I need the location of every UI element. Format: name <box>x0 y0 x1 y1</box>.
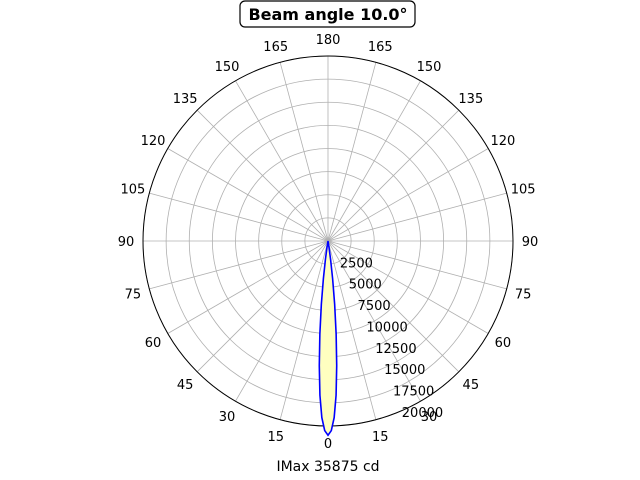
angular-grid-line <box>279 240 329 420</box>
radial-tick-label: 15000 <box>384 363 425 378</box>
angle-tick-labels: 0 15 30 45 60 75 90 105 120 135 150 165 180 165 150 135… <box>118 33 539 452</box>
angle-tick-label: 150 <box>215 60 240 75</box>
angle-tick-label: 75 <box>515 287 532 302</box>
angle-tick-label: 165 <box>263 40 288 55</box>
angle-tick-label: 45 <box>177 378 194 393</box>
angular-grid-line <box>167 240 329 334</box>
angle-tick-label: 105 <box>120 183 145 198</box>
radial-tick-label: 12500 <box>375 342 416 357</box>
angular-grid-line <box>327 80 421 242</box>
angle-tick-label: 165 <box>368 40 393 55</box>
angular-grid-line <box>235 80 329 242</box>
angle-tick-label: 30 <box>219 410 236 425</box>
angle-tick-label: 15 <box>372 430 389 445</box>
angle-tick-label: 105 <box>511 183 536 198</box>
angle-tick-label: 60 <box>495 336 512 351</box>
angular-grid-line <box>196 109 329 242</box>
plot-area <box>318 240 338 437</box>
radial-tick-label: 5000 <box>349 278 382 293</box>
angular-grid-line <box>327 109 460 242</box>
angular-grid-line <box>149 192 329 242</box>
angle-tick-label: 15 <box>267 430 284 445</box>
angular-grid-line <box>327 240 377 420</box>
angle-tick-label: 120 <box>491 134 516 149</box>
angular-grid-line <box>327 240 460 373</box>
angular-grid-line <box>149 240 329 290</box>
angle-tick-label: 180 <box>316 33 341 48</box>
radial-tick-label: 10000 <box>366 320 407 335</box>
radial-tick-label: 20000 <box>402 406 443 421</box>
x-axis-label: IMax 35875 cd <box>276 459 379 475</box>
angle-tick-label: 135 <box>458 92 483 107</box>
angular-grid-line <box>327 240 421 402</box>
title-box: Beam angle 10.0° <box>239 0 416 28</box>
radial-tick-label: 17500 <box>393 385 434 400</box>
angular-grid-line <box>327 148 489 242</box>
angular-grid-line <box>327 240 507 290</box>
angle-tick-label: 90 <box>522 235 539 250</box>
chart-title: Beam angle 10.0° <box>248 5 407 24</box>
beam-curve <box>318 240 338 437</box>
angular-grid-line <box>327 62 377 242</box>
beam-fill <box>319 241 337 436</box>
angle-tick-label: 60 <box>145 336 162 351</box>
angle-tick-label: 120 <box>141 134 166 149</box>
angle-tick-label: 90 <box>118 235 135 250</box>
angular-grid-line <box>235 240 329 402</box>
angle-tick-label: 135 <box>173 92 198 107</box>
angle-tick-label: 150 <box>417 60 442 75</box>
angle-tick-label: 0 <box>324 437 332 452</box>
angular-grid-line <box>327 240 489 334</box>
angular-grid-line <box>167 148 329 242</box>
angle-tick-label: 30 <box>421 410 438 425</box>
radial-tick-labels: 2500 5000 7500 10000 12500 15000 17500 20000 <box>340 256 443 421</box>
radial-tick-label: 2500 <box>340 256 373 271</box>
angular-grid-line <box>327 192 507 242</box>
angular-grid-line <box>196 240 329 373</box>
angle-tick-label: 45 <box>463 378 480 393</box>
angle-tick-label: 75 <box>125 287 142 302</box>
radial-tick-label: 7500 <box>358 299 391 314</box>
angular-grid-line <box>279 62 329 242</box>
